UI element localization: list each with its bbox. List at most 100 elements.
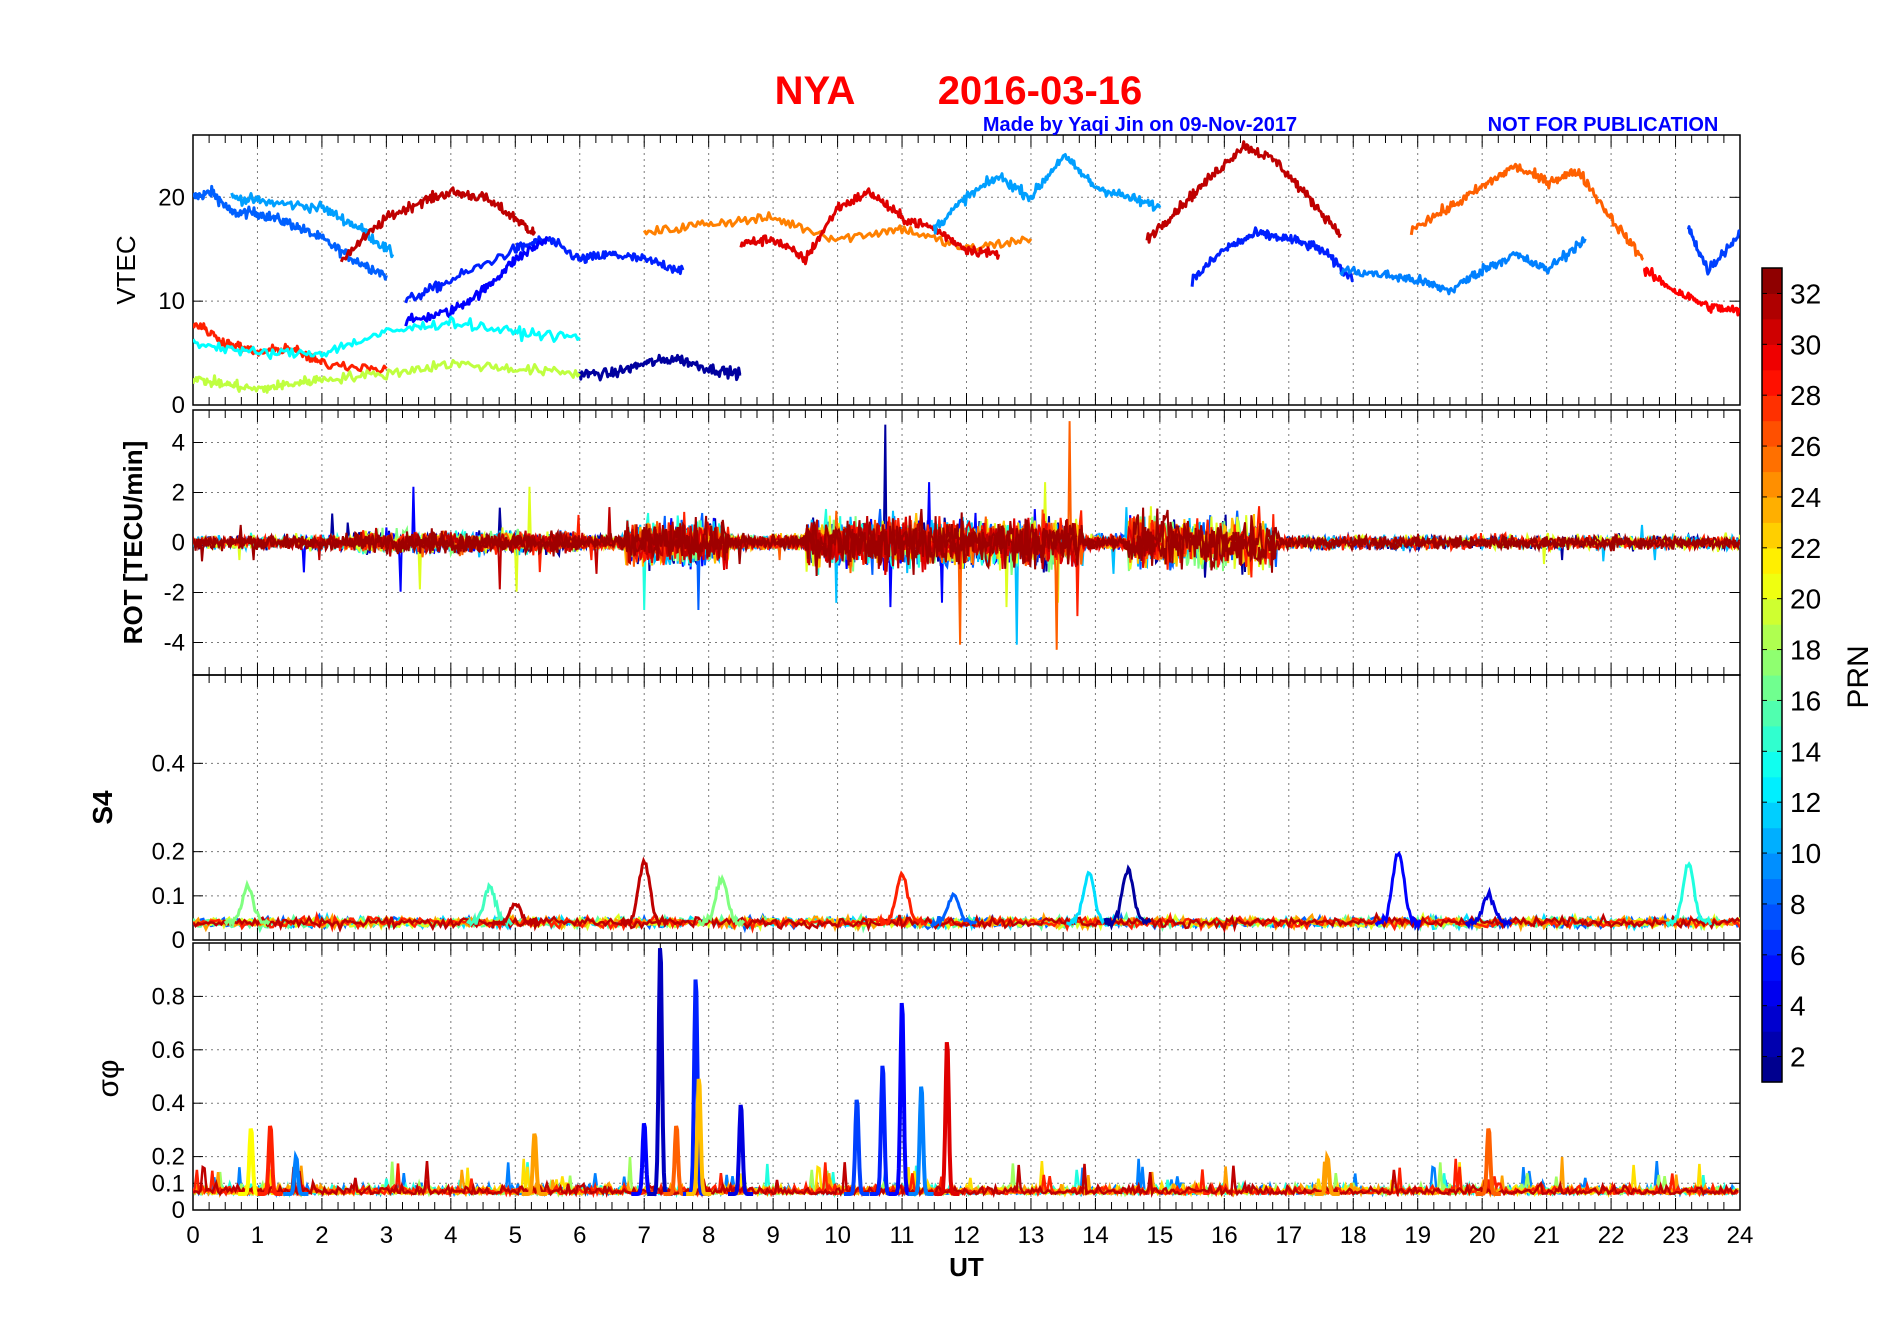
colorbar-tick-label: 2 xyxy=(1790,1042,1806,1073)
colorbar-tick-label: 10 xyxy=(1790,838,1821,869)
y-tick-label: 0 xyxy=(172,1197,185,1224)
colorbar-swatch xyxy=(1762,624,1782,651)
sigma-phi-series-line xyxy=(193,1161,1739,1198)
vtec-series-line xyxy=(193,315,581,360)
colorbar-swatch xyxy=(1762,649,1782,676)
vtec-series-line xyxy=(1145,140,1342,244)
y-tick-label: 0 xyxy=(172,927,185,954)
y-tick-label: 0.6 xyxy=(152,1037,185,1064)
x-tick-label: 16 xyxy=(1211,1222,1238,1249)
s4-peak xyxy=(878,870,926,926)
x-tick-label: 14 xyxy=(1082,1222,1109,1249)
x-tick-label: 13 xyxy=(1018,1222,1045,1249)
colorbar-swatch xyxy=(1762,268,1782,294)
axes-frame xyxy=(192,674,1741,941)
s4-peak xyxy=(1464,886,1513,930)
colorbar-tick-label: 28 xyxy=(1790,380,1821,411)
axes-frame xyxy=(192,134,1741,406)
s4-series-line xyxy=(193,911,1740,934)
y-tick-label: 0.8 xyxy=(152,983,185,1010)
vtec-series-line xyxy=(230,192,395,259)
y-tick-label: 0.1 xyxy=(152,883,185,910)
colorbar-tick-label: 26 xyxy=(1790,431,1821,462)
colorbar-swatch xyxy=(1762,598,1782,625)
y-axis-label-sigma-phi: σφ xyxy=(92,1060,125,1098)
sigma-phi-peak xyxy=(686,1078,712,1196)
s4-peak xyxy=(1374,850,1422,932)
x-axis-label: UT xyxy=(949,1252,984,1282)
colorbar-swatch xyxy=(1762,1005,1782,1032)
colorbar-swatch xyxy=(1762,954,1782,981)
colorbar-tick-label: 22 xyxy=(1790,533,1821,564)
sigma-phi-peak xyxy=(869,1065,895,1196)
vtec-series-line xyxy=(1339,236,1587,296)
colorbar-swatch xyxy=(1762,522,1782,549)
colorbar-tick-label: 16 xyxy=(1790,685,1821,716)
y-tick-label: 20 xyxy=(158,184,185,211)
x-tick-label: 8 xyxy=(702,1222,715,1249)
colorbar-swatch xyxy=(1762,573,1782,600)
sigma-phi-peak xyxy=(728,1104,754,1196)
vtec-series-line xyxy=(578,353,742,382)
chart-title-station: NYA xyxy=(775,69,856,113)
x-tick-label: 19 xyxy=(1404,1222,1431,1249)
colorbar-swatch xyxy=(1762,700,1782,727)
vtec-series-line xyxy=(1642,266,1740,317)
colorbar-swatch xyxy=(1762,751,1782,778)
x-tick-label: 22 xyxy=(1598,1222,1625,1249)
vtec-series-line xyxy=(739,187,1001,266)
colorbar-swatch xyxy=(1762,395,1782,422)
colorbar-swatch xyxy=(1762,547,1782,574)
rot-series xyxy=(193,421,1740,650)
s4-peak xyxy=(620,856,669,929)
colorbar-tick-label: 8 xyxy=(1790,889,1806,920)
colorbar-swatch xyxy=(1762,420,1782,447)
colorbar-swatch xyxy=(1762,293,1782,320)
x-tick-label: 3 xyxy=(380,1222,393,1249)
vtec-series-line xyxy=(339,186,537,263)
rot-series-line xyxy=(193,512,1740,577)
x-tick-label: 15 xyxy=(1147,1222,1174,1249)
vtec-series-line xyxy=(1190,226,1354,287)
x-tick-label: 20 xyxy=(1469,1222,1496,1249)
x-tick-label: 9 xyxy=(766,1222,779,1249)
sigma-phi-peak xyxy=(1475,1128,1501,1196)
colorbar-swatch xyxy=(1762,776,1782,803)
sigma-phi-peak xyxy=(257,1125,283,1196)
s4-peak xyxy=(1665,861,1713,928)
vtec-series-line xyxy=(404,235,685,304)
y-tick-label: 4 xyxy=(172,430,185,457)
x-tick-label: 10 xyxy=(824,1222,851,1249)
x-tick-label: 7 xyxy=(638,1222,651,1249)
sigma-phi-series xyxy=(193,947,1740,1199)
colorbar-swatch xyxy=(1762,1056,1782,1083)
s4-peak xyxy=(1066,870,1112,928)
x-tick-label: 23 xyxy=(1662,1222,1689,1249)
vtec-series-line xyxy=(1686,225,1740,276)
colorbar-swatch xyxy=(1762,980,1782,1007)
colorbar-swatch xyxy=(1762,853,1782,880)
s4-peak xyxy=(697,873,746,928)
colorbar-swatch xyxy=(1762,929,1782,956)
colorbar-swatch xyxy=(1762,827,1782,854)
y-tick-label: 10 xyxy=(158,288,185,315)
colorbar-swatch xyxy=(1762,878,1782,905)
x-tick-label: 2 xyxy=(315,1222,328,1249)
x-tick-label: 21 xyxy=(1533,1222,1560,1249)
colorbar-tick-label: 24 xyxy=(1790,482,1821,513)
colorbar-swatch xyxy=(1762,1031,1782,1058)
x-tick-label: 12 xyxy=(953,1222,980,1249)
colorbar-tick-label: 30 xyxy=(1790,329,1821,360)
colorbar-swatch xyxy=(1762,446,1782,473)
vtec-series-line xyxy=(932,153,1162,235)
colorbar-swatch xyxy=(1762,471,1782,498)
x-tick-label: 4 xyxy=(444,1222,457,1249)
vtec-series-line xyxy=(1409,162,1645,261)
colorbar-swatch xyxy=(1762,675,1782,701)
sigma-phi-peak xyxy=(844,1099,870,1196)
y-axis-label-vtec: VTEC xyxy=(111,235,141,304)
y-tick-label: 0.2 xyxy=(152,839,185,866)
vtec-series-line xyxy=(193,184,388,281)
